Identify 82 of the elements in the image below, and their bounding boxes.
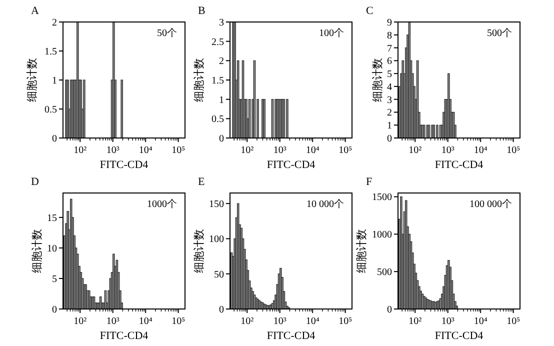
x-axis-title: FITC-CD4: [266, 159, 316, 171]
y-tick-label: 0.5: [44, 104, 57, 116]
y-tick-label: 2.5: [212, 36, 224, 48]
x-tick-label: 10²: [408, 145, 422, 156]
x-axis-title: FITC-CD4: [434, 330, 484, 342]
chart-title: C: [366, 5, 374, 17]
x-tick-label: 10⁵: [506, 316, 520, 327]
y-tick-label: 1: [52, 76, 57, 86]
chart-title: D: [31, 176, 39, 188]
y-tick-label: 3: [219, 18, 224, 28]
x-tick-label: 10⁴: [474, 316, 488, 327]
chart-title: F: [366, 176, 372, 188]
y-axis-title: 细胞计数: [30, 229, 44, 273]
y-axis-title: 细胞计数: [192, 229, 206, 273]
y-tick-label: 7: [387, 43, 392, 54]
y-axis-title: 细胞计数: [355, 229, 368, 273]
annotation: 10 000个: [306, 198, 344, 210]
y-tick-label: 4: [387, 82, 392, 93]
y-tick-label: 5: [387, 69, 392, 80]
x-tick-label: 10²: [74, 316, 87, 327]
x-tick-label: 10⁴: [474, 145, 488, 156]
y-tick-label: 50: [214, 269, 224, 280]
x-axis-title: FITC-CD4: [266, 330, 316, 342]
y-tick-label: 1.5: [212, 76, 224, 86]
y-tick-label: 0: [387, 134, 392, 144]
y-tick-label: 100: [209, 234, 224, 246]
x-tick-label: 10³: [441, 145, 454, 156]
y-tick-label: 3: [387, 94, 392, 106]
x-axis-title: FITC-CD4: [100, 159, 149, 171]
x-tick-label: 10³: [273, 316, 286, 327]
y-tick-label: 0: [219, 304, 224, 316]
y-tick-label: 2: [219, 56, 224, 68]
y-axis-title: 细胞计数: [192, 58, 206, 102]
y-tick-label: 1: [219, 94, 224, 106]
y-tick-label: 15: [47, 212, 57, 224]
x-tick-label: 10³: [273, 145, 286, 156]
y-axis-title: 细胞计数: [370, 58, 384, 102]
x-tick-label: 10³: [441, 316, 454, 327]
x-tick-label: 10⁵: [338, 145, 352, 156]
chart-title: A: [31, 5, 39, 17]
x-tick-label: 10²: [240, 145, 254, 156]
x-tick-label: 10⁵: [338, 316, 352, 327]
x-tick-label: 10⁴: [138, 145, 153, 156]
x-tick-label: 10⁵: [172, 145, 186, 156]
y-tick-label: 0: [52, 134, 57, 144]
y-tick-label: 8: [387, 30, 392, 42]
y-tick-label: 1.5: [44, 46, 57, 58]
x-tick-label: 10⁵: [172, 316, 186, 327]
y-tick-label: 2: [387, 108, 392, 119]
y-tick-label: 0: [219, 134, 224, 144]
y-tick-label: 6: [387, 56, 392, 68]
x-axis-title: FITC-CD4: [434, 159, 484, 171]
y-tick-label: 2: [52, 18, 57, 28]
y-tick-label: 0: [52, 304, 57, 316]
annotation: 500个: [487, 27, 512, 39]
x-tick-label: 10²: [74, 145, 87, 156]
x-tick-label: 10⁴: [306, 145, 320, 156]
y-tick-label: 0.5: [212, 114, 224, 126]
y-tick-label: 1000: [372, 230, 392, 241]
x-tick-label: 10⁴: [306, 316, 320, 327]
x-tick-label: 10⁴: [138, 316, 153, 327]
chart-title: B: [198, 5, 206, 17]
x-axis-title: FITC-CD4: [100, 330, 149, 342]
y-tick-label: 9: [387, 18, 392, 28]
y-tick-label: 1500: [372, 192, 392, 204]
y-tick-label: 10: [47, 243, 57, 254]
y-tick-label: 500: [377, 267, 392, 278]
y-tick-label: 150: [209, 199, 224, 210]
y-tick-label: 5: [52, 274, 57, 285]
annotation: 50个: [157, 27, 177, 39]
y-tick-label: 1: [387, 120, 392, 132]
x-tick-label: 10²: [240, 316, 254, 327]
annotation: 1000个: [147, 198, 177, 210]
x-tick-label: 10³: [106, 316, 120, 327]
annotation: 100个: [319, 27, 344, 39]
chart-title: E: [198, 176, 205, 188]
x-tick-label: 10³: [106, 145, 120, 156]
y-axis-title: 细胞计数: [25, 58, 38, 102]
y-tick-label: 0: [387, 304, 392, 316]
x-tick-label: 10²: [408, 316, 422, 327]
x-tick-label: 10⁵: [506, 145, 520, 156]
annotation: 100 000个: [470, 198, 512, 210]
